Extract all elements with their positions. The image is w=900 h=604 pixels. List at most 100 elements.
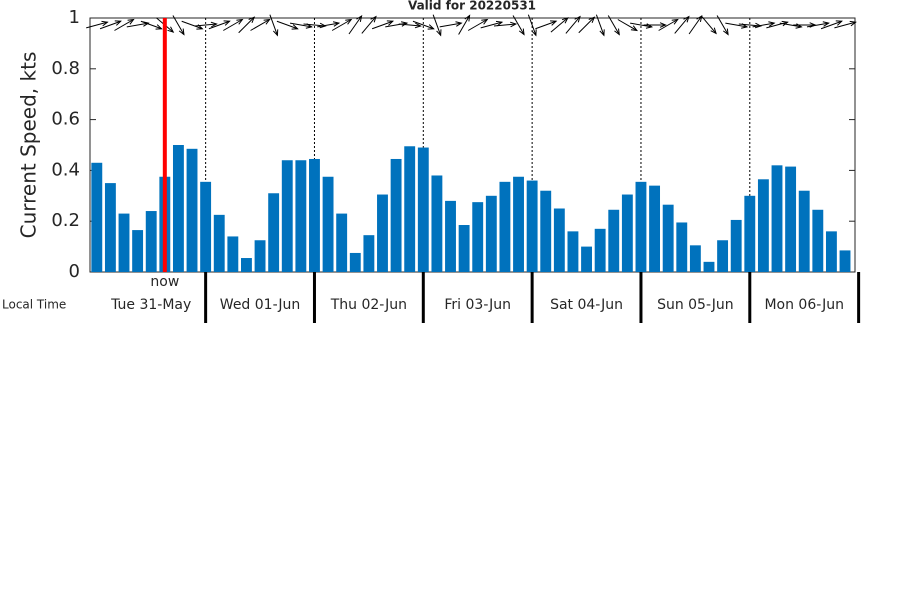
direction-arrow	[114, 18, 135, 31]
direction-arrow	[766, 20, 789, 29]
bar	[363, 235, 375, 272]
bar	[703, 261, 715, 272]
bar	[241, 258, 252, 272]
direction-arrow	[716, 15, 729, 36]
direction-arrow	[172, 15, 185, 36]
bar	[309, 158, 320, 272]
arrow-shaft	[535, 20, 557, 30]
arrow-head	[822, 21, 830, 27]
direction-arrow	[269, 14, 279, 37]
arrow-shaft	[250, 19, 270, 31]
arrow-shaft	[458, 15, 471, 35]
bar	[594, 228, 606, 272]
direction-arrow	[223, 18, 244, 31]
direction-arrow	[439, 21, 463, 28]
bar	[145, 211, 157, 272]
direction-arrow	[331, 18, 353, 31]
arrow-shaft	[820, 20, 842, 30]
direction-arrow	[276, 20, 299, 30]
arrow-head	[510, 21, 518, 28]
bar	[349, 252, 361, 272]
direction-arrow	[371, 20, 395, 30]
bar	[526, 180, 538, 272]
arrow-shaft	[701, 16, 717, 34]
x-axis-label: Local Time	[2, 298, 66, 312]
direction-arrow	[806, 21, 830, 28]
bar	[336, 213, 348, 272]
day-label: Wed 01-Jun	[220, 297, 301, 313]
arrow-head	[588, 16, 596, 23]
direction-arrow	[820, 20, 843, 30]
arrow-shaft	[99, 20, 121, 30]
y-tick-label: 0.4	[51, 159, 80, 180]
bar	[404, 146, 416, 272]
arrow-shaft	[550, 17, 569, 33]
arrow-shaft	[348, 15, 362, 35]
direction-arrow	[398, 22, 422, 29]
arrow-shaft	[223, 19, 243, 31]
arrow-head	[345, 18, 353, 25]
arrow-head	[455, 21, 463, 27]
bar	[254, 240, 266, 272]
arrow-shaft	[140, 20, 162, 30]
arrow-shaft	[331, 19, 352, 31]
arrow-shaft	[527, 14, 537, 36]
bar	[676, 222, 688, 272]
day-label: Fri 03-Jun	[444, 297, 511, 313]
arrow-head	[671, 18, 679, 25]
arrow-shaft	[512, 15, 525, 35]
direction-arrow	[140, 20, 163, 30]
arrow-head	[370, 15, 377, 23]
arrow-shaft	[439, 22, 462, 28]
y-axis-label: Current Speed, kts	[17, 52, 41, 239]
bar	[798, 190, 810, 272]
direction-arrow	[565, 15, 581, 34]
direction-arrow	[432, 14, 442, 37]
arrow-shaft	[181, 20, 203, 30]
arrow-shaft	[779, 22, 802, 28]
direction-arrow	[361, 15, 377, 34]
arrow-head	[436, 29, 442, 37]
direction-arrow	[480, 20, 504, 29]
bar	[730, 219, 742, 272]
direction-arrow	[385, 21, 409, 28]
arrow-head	[710, 27, 717, 35]
arrow-shaft	[317, 22, 339, 28]
arrow-head	[599, 29, 605, 37]
arrow-shaft	[467, 19, 488, 31]
bar	[662, 204, 674, 272]
arrow-shaft	[617, 19, 638, 31]
bar	[717, 240, 729, 272]
direction-arrow	[467, 18, 489, 31]
bar	[649, 185, 661, 272]
arrow-head	[696, 14, 703, 22]
arrow-head	[101, 20, 109, 27]
bar	[104, 183, 116, 272]
direction-arrow	[793, 22, 817, 28]
arrow-shaft	[595, 14, 605, 36]
arrow-head	[518, 28, 525, 36]
bar	[417, 147, 429, 272]
arrow-head	[236, 18, 244, 25]
bar	[91, 162, 103, 272]
bar	[785, 166, 797, 272]
arrow-shaft	[398, 23, 421, 27]
arrow-head	[561, 17, 569, 24]
arrow-shaft	[385, 22, 408, 28]
direction-arrow	[643, 22, 667, 28]
arrow-shaft	[493, 23, 516, 27]
direction-arrow	[208, 20, 231, 30]
chart-title: Valid for 20220531	[408, 0, 536, 13]
arrow-head	[614, 28, 620, 36]
direction-arrow	[607, 15, 620, 36]
direction-arrow	[578, 16, 596, 34]
direction-arrow	[348, 14, 363, 35]
arrow-shaft	[674, 16, 690, 34]
direction-arrow	[550, 17, 569, 33]
arrow-shaft	[766, 21, 788, 29]
direction-arrow	[238, 16, 256, 34]
arrow-head	[495, 20, 504, 27]
direction-arrow	[595, 14, 605, 37]
bar	[757, 179, 769, 272]
bar	[635, 181, 647, 272]
